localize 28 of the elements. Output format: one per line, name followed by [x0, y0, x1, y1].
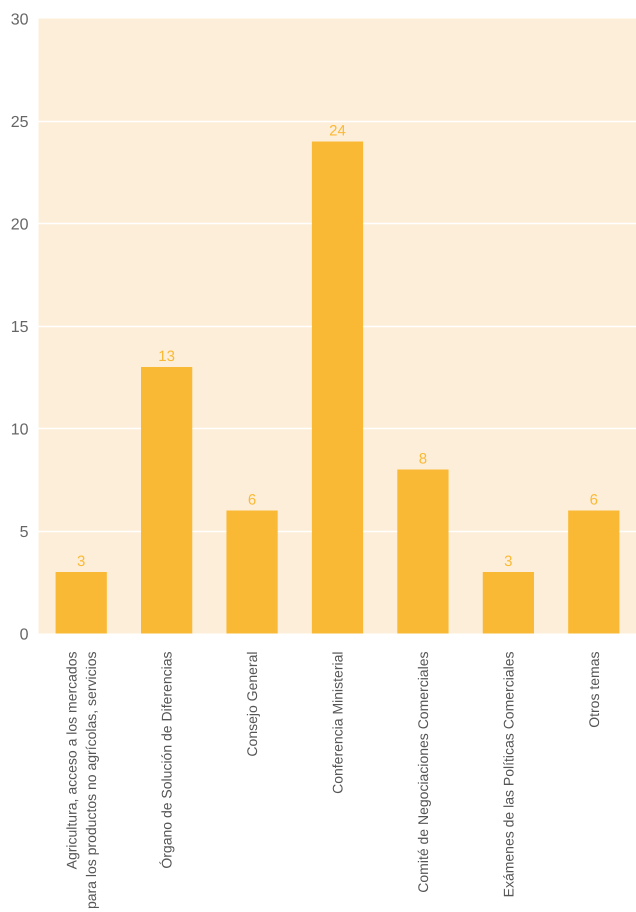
x-tick-label: Órgano de Solución de Diferencias — [158, 651, 175, 869]
y-tick-label: 5 — [20, 524, 29, 541]
data-label: 3 — [504, 553, 513, 570]
x-tick-label: Exámenes de las Políticas Comerciales — [500, 651, 516, 898]
data-label: 6 — [248, 492, 256, 508]
bar — [141, 367, 192, 634]
bar — [312, 142, 364, 634]
y-tick-label: 25 — [10, 114, 29, 131]
data-label: 13 — [158, 348, 175, 365]
data-label: 8 — [418, 450, 428, 468]
bar — [226, 510, 278, 634]
bar — [482, 572, 534, 634]
bar — [397, 470, 449, 634]
x-tick-label: Otros temas — [586, 651, 602, 728]
y-tick-label: 15 — [10, 319, 29, 336]
bar — [56, 572, 107, 634]
x-tick-label: Consejo General — [244, 652, 260, 757]
y-tick-label: 30 — [10, 12, 29, 28]
data-label: 6 — [590, 492, 598, 508]
data-label: 3 — [77, 553, 86, 570]
x-tick-label: Agricultura, acceso a los mercados para los productos no agrícolas, servicios — [64, 651, 99, 910]
y-tick-label: 0 — [20, 626, 29, 644]
x-tick-label: Comité de Negociaciones Comerciales — [414, 651, 431, 893]
x-tick-label: Conferencia Ministerial — [330, 651, 346, 794]
y-tick-label: 10 — [10, 422, 29, 438]
bar — [568, 510, 620, 634]
data-label: 24 — [329, 122, 346, 140]
y-tick-label: 20 — [10, 216, 29, 234]
